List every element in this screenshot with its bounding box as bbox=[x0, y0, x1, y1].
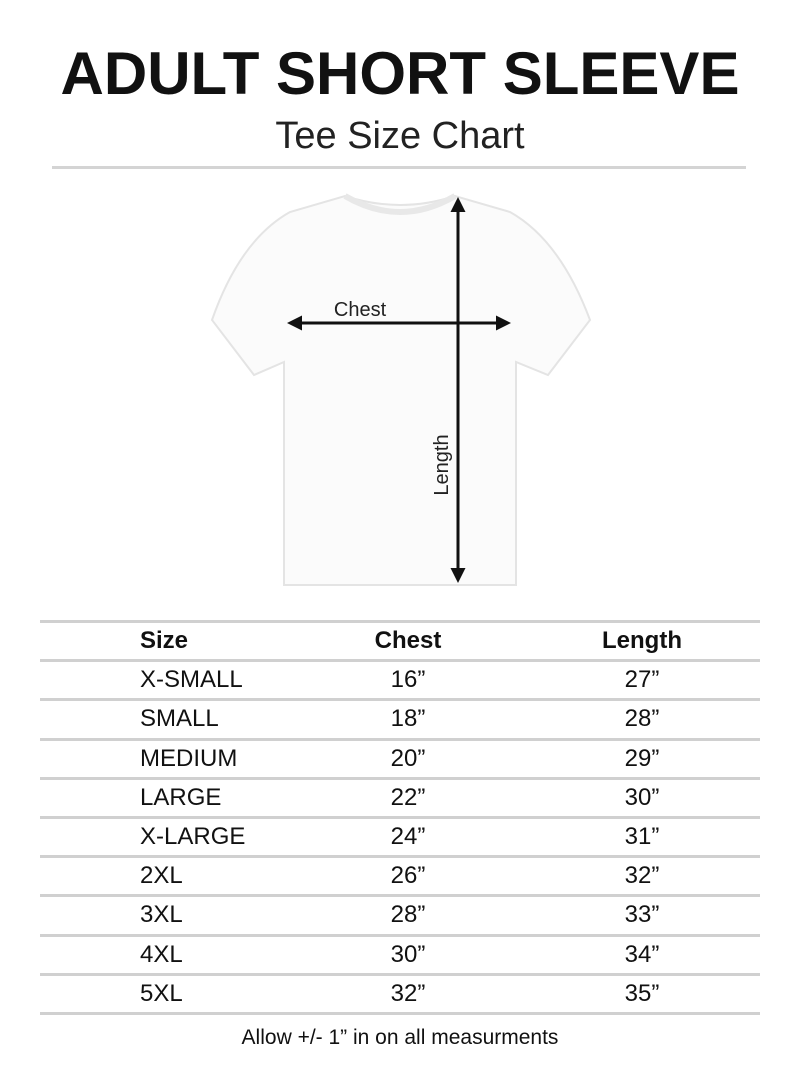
size-cell: 4XL bbox=[140, 941, 183, 968]
column-header: Size bbox=[140, 627, 189, 654]
divider bbox=[52, 166, 746, 169]
column-header: Length bbox=[602, 627, 682, 654]
length-cell: 32” bbox=[624, 862, 660, 889]
chest-cell: 26” bbox=[390, 862, 426, 889]
chest-cell: 16” bbox=[390, 666, 426, 693]
tshirt-diagram: Chest Length bbox=[210, 193, 592, 586]
table-divider bbox=[40, 934, 760, 937]
table-divider bbox=[40, 777, 760, 780]
table-divider bbox=[40, 1012, 760, 1015]
size-cell: 5XL bbox=[140, 980, 183, 1007]
column-header: Chest bbox=[374, 627, 442, 654]
length-cell: 30” bbox=[624, 784, 660, 811]
size-cell: X-LARGE bbox=[140, 823, 246, 850]
chest-cell: 32” bbox=[390, 980, 426, 1007]
table-divider bbox=[40, 620, 760, 623]
chest-cell: 24” bbox=[390, 823, 426, 850]
tshirt-illustration bbox=[210, 194, 592, 586]
length-cell: 33” bbox=[624, 901, 660, 928]
size-cell: LARGE bbox=[140, 784, 222, 811]
table-divider bbox=[40, 894, 760, 897]
length-cell: 28” bbox=[624, 705, 660, 732]
length-cell: 31” bbox=[624, 823, 660, 850]
size-cell: SMALL bbox=[140, 705, 219, 732]
page-subtitle: Tee Size Chart bbox=[275, 115, 525, 157]
size-cell: 2XL bbox=[140, 862, 183, 889]
table-divider bbox=[40, 816, 760, 819]
table-divider bbox=[40, 855, 760, 858]
length-cell: 35” bbox=[624, 980, 660, 1007]
size-cell: MEDIUM bbox=[140, 745, 238, 772]
length-label: Length bbox=[431, 434, 453, 495]
length-cell: 27” bbox=[624, 666, 660, 693]
chest-cell: 20” bbox=[390, 745, 426, 772]
chest-cell: 18” bbox=[390, 705, 426, 732]
table-divider bbox=[40, 973, 760, 976]
chest-cell: 22” bbox=[390, 784, 426, 811]
tshirt-collar bbox=[343, 193, 457, 215]
footnote: Allow +/- 1” in on all measurments bbox=[241, 1026, 559, 1049]
chest-label: Chest bbox=[334, 299, 387, 321]
size-cell: X-SMALL bbox=[140, 666, 243, 693]
table-divider bbox=[40, 659, 760, 662]
chest-cell: 28” bbox=[390, 901, 426, 928]
chest-cell: 30” bbox=[390, 941, 426, 968]
length-cell: 29” bbox=[624, 745, 660, 772]
size-cell: 3XL bbox=[140, 901, 183, 928]
table-divider bbox=[40, 738, 760, 741]
table-divider bbox=[40, 698, 760, 701]
page-title: ADULT SHORT SLEEVE bbox=[60, 40, 740, 107]
length-cell: 34” bbox=[624, 941, 660, 968]
